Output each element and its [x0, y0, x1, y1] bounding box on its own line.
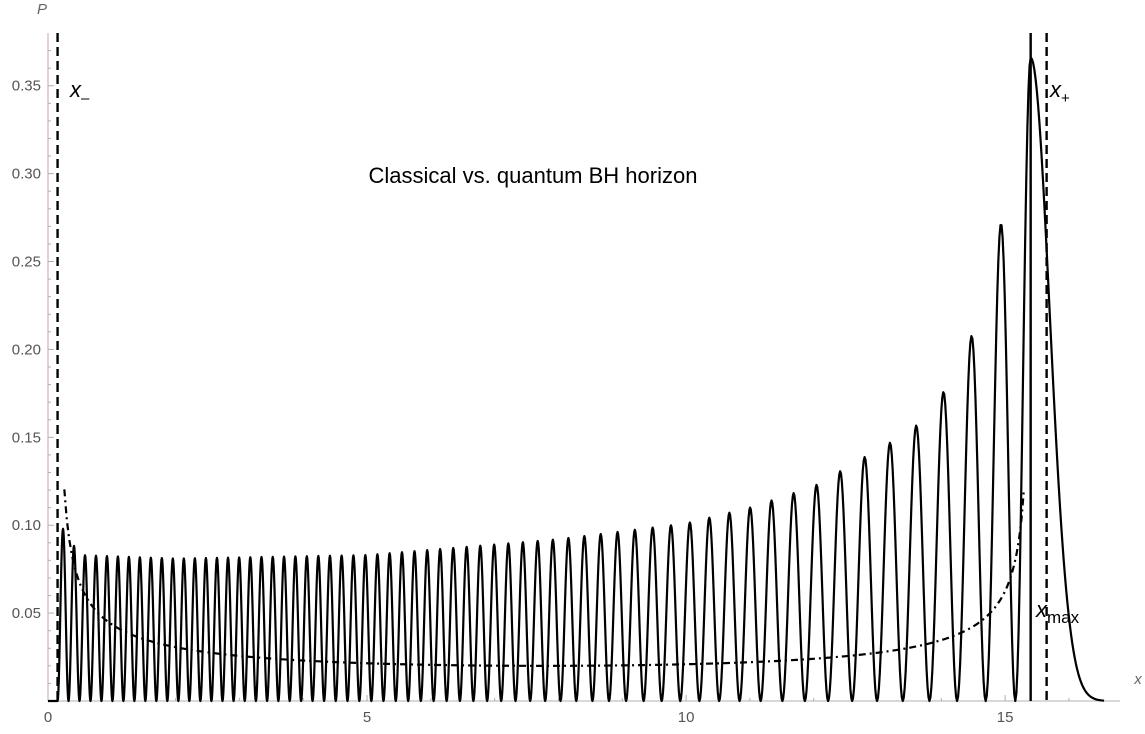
y-tick-label: 0.25: [12, 254, 41, 271]
x-tick-label: 10: [678, 709, 695, 726]
classical-probability-curve: [63, 489, 1026, 667]
chart-title: Classical vs. quantum BH horizon: [369, 163, 698, 188]
x-axis-label: x: [1133, 671, 1142, 688]
curves: [48, 56, 1105, 703]
y-tick-label: 0.30: [12, 166, 41, 183]
x-max-base: x: [1035, 597, 1048, 622]
x-tick-label: 0: [44, 709, 52, 726]
x-minus-sub: –: [81, 90, 90, 107]
x-max-sub: max: [1047, 608, 1080, 627]
x-minus-base: x: [69, 77, 82, 102]
y-tick-label: 0.05: [12, 605, 41, 622]
x-plus-sub: +: [1061, 90, 1070, 107]
quantum-probability-curve: [48, 56, 1105, 703]
x-plus-base: x: [1049, 77, 1062, 102]
x-max-label: xmax: [1035, 597, 1080, 627]
y-axis-label: P: [37, 1, 47, 18]
axes: 0 5 10 15 0.05 0.10 0.15 0.20 0.25 0.30 0.35: [12, 33, 1120, 726]
y-tick-label: 0.10: [12, 517, 41, 534]
x-minus-label: x–: [69, 77, 90, 107]
x-tick-label: 15: [997, 709, 1014, 726]
x-plus-label: x+: [1049, 77, 1070, 107]
y-tick-label: 0.15: [12, 429, 41, 446]
y-tick-label: 0.35: [12, 78, 41, 95]
y-tick-label: 0.20: [12, 341, 41, 358]
x-tick-label: 5: [363, 709, 371, 726]
vertical-lines: [56, 33, 1048, 701]
